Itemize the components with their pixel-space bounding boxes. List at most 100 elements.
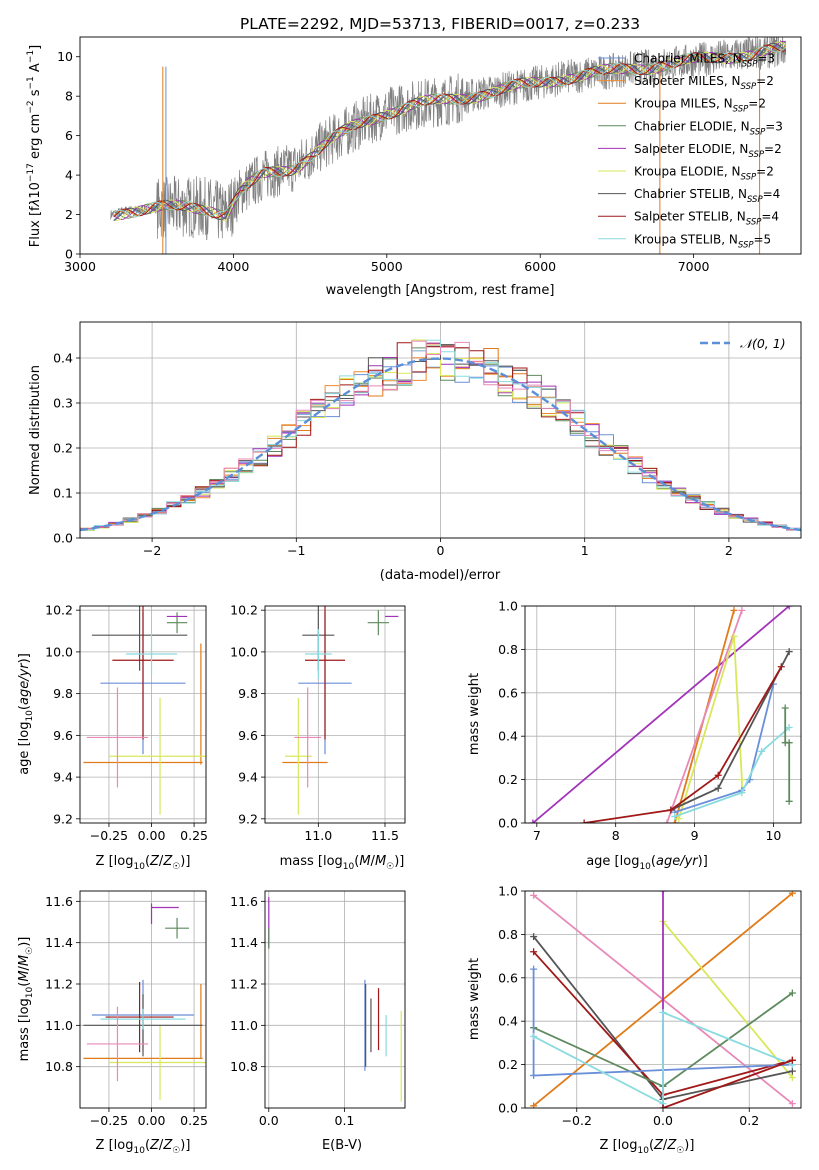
tick-label-x: 0.00 xyxy=(138,828,166,843)
weight-age-xlabel: age [log10(age/yr)] xyxy=(586,854,708,872)
tick-label-y: 0.2 xyxy=(498,772,518,787)
tick-label-y: 11.4 xyxy=(45,935,73,950)
mass-ebv-xlabel: E(B-V) xyxy=(322,1138,362,1153)
tick-label-y: 9.4 xyxy=(238,770,258,785)
residual-ylabel: Normed distribution xyxy=(28,365,43,495)
tick-label-x: −1 xyxy=(287,543,305,558)
tick-label-y: 0.0 xyxy=(498,816,518,831)
tick-label-y: 11.6 xyxy=(45,894,73,909)
tick-label-y: 0.1 xyxy=(53,486,73,501)
tick-label-y: 10.2 xyxy=(230,603,258,618)
weight-z-xlabel: Z [log10(Z/Z☉)] xyxy=(600,1138,695,1156)
model-spectrum-line xyxy=(113,41,786,222)
tick-label-y: 9.4 xyxy=(53,770,73,785)
tick-label-y: 0.4 xyxy=(498,1014,518,1029)
mass-z-xlabel: Z [log10(Z/Z☉)] xyxy=(96,1138,191,1156)
tick-label-y: 0 xyxy=(65,247,73,262)
tick-label-y: 11.0 xyxy=(45,1018,73,1033)
age-z-ylabel: age [log10(age/yr)] xyxy=(17,653,35,775)
tick-label-y: 0.8 xyxy=(498,927,518,942)
point-marker xyxy=(738,606,746,614)
point-marker xyxy=(663,819,671,823)
tick-label-y: 9.6 xyxy=(53,728,73,743)
point-marker xyxy=(671,819,679,823)
axes-frame xyxy=(79,321,802,539)
point-marker xyxy=(788,891,796,897)
legend-label: 𝒩(0, 1) xyxy=(740,336,786,351)
legend-label: Chabrier STELIB, NSSP=4 xyxy=(634,187,780,205)
point-marker xyxy=(788,1074,796,1082)
point-marker xyxy=(758,747,766,755)
mass-weight-line xyxy=(662,920,794,1079)
axes-frame xyxy=(264,605,406,824)
point-marker xyxy=(714,771,722,779)
weight-z-ylabel: mass weight xyxy=(467,958,482,1040)
tick-label-x: 3000 xyxy=(64,259,96,274)
point-marker xyxy=(675,815,683,823)
tick-label-y: 11.0 xyxy=(230,1018,258,1033)
point-marker xyxy=(788,1056,796,1064)
residual-xlabel: (data-model)/error xyxy=(380,568,501,583)
tick-label-y: 0.3 xyxy=(53,396,73,411)
point-marker xyxy=(530,891,538,899)
spectrum-legend: Chabrier MILES, NSSP=3 Salpeter MILES, NS… xyxy=(598,52,783,250)
point-marker xyxy=(659,1009,667,1017)
tick-label-y: 9.2 xyxy=(53,811,73,826)
model-spectrum-line xyxy=(113,42,786,221)
point-marker xyxy=(659,1104,667,1108)
tick-label-y: 8 xyxy=(65,89,73,104)
figure-title: PLATE=2292, MJD=53713, FIBERID=0017, z=0… xyxy=(240,15,640,33)
legend-label: Kroupa STELIB, NSSP=5 xyxy=(634,232,771,250)
point-marker xyxy=(671,812,679,820)
normal-pdf-curve xyxy=(80,357,801,532)
tick-label-y: 9.2 xyxy=(238,811,258,826)
tick-label-x: 9 xyxy=(691,828,699,843)
tick-label-x: 7 xyxy=(533,828,541,843)
point-marker xyxy=(788,989,796,997)
tick-label-x: 7000 xyxy=(678,259,710,274)
mass-weight-line xyxy=(674,726,790,818)
tick-label-x: 0 xyxy=(437,543,445,558)
tick-label-y: 11.6 xyxy=(230,894,258,909)
legend-label: Salpeter STELIB, NSSP=4 xyxy=(634,210,779,228)
point-marker xyxy=(530,1071,538,1079)
tick-label-x: −2 xyxy=(143,543,161,558)
mass-weight-vs-age-plot: 7 8 9 10 0.0 0.2 0.4 0.6 0.8 1.0 xyxy=(498,599,802,843)
legend-label: Kroupa ELODIE, NSSP=2 xyxy=(634,165,774,183)
axes-frame xyxy=(524,890,802,1109)
point-marker xyxy=(788,1100,796,1108)
point-marker xyxy=(785,606,793,610)
tick-label-y: 0.0 xyxy=(53,531,73,546)
point-marker xyxy=(781,704,789,712)
point-marker xyxy=(530,933,538,941)
point-marker xyxy=(730,606,738,614)
point-marker xyxy=(777,663,785,671)
tick-label-y: 0.6 xyxy=(498,970,518,985)
tick-label-x: 2 xyxy=(725,543,733,558)
spectrum-plot: 3000 4000 5000 6000 7000 0 2 4 6 8 10 xyxy=(57,36,802,274)
tick-label-x: −0.25 xyxy=(90,828,128,843)
tick-label-y: 0.4 xyxy=(498,729,518,744)
spectrum-ylabel: Flux [fλ10−17 erg cm−2 s−1 A−1] xyxy=(26,45,43,247)
tick-label-x: 11.5 xyxy=(371,828,399,843)
axes-frame xyxy=(264,890,406,1109)
point-marker xyxy=(738,789,746,797)
tick-label-y: 10.8 xyxy=(230,1059,258,1074)
tick-label-x: 4000 xyxy=(217,259,249,274)
tick-label-y: 0.0 xyxy=(498,1101,518,1116)
tick-label-x: −0.2 xyxy=(562,1113,592,1128)
tick-label-y: 9.6 xyxy=(238,728,258,743)
point-marker xyxy=(785,797,793,805)
tick-label-y: 0.6 xyxy=(498,685,518,700)
tick-label-x: 0.00 xyxy=(138,1113,166,1128)
point-marker xyxy=(580,819,588,823)
legend-label: Kroupa MILES, NSSP=2 xyxy=(634,97,766,115)
tick-label-x: 1 xyxy=(581,543,589,558)
legend-label: Salpeter ELODIE, NSSP=2 xyxy=(634,142,782,160)
mass-weight-line xyxy=(666,610,743,823)
point-marker xyxy=(785,724,793,732)
tick-label-x: 0.0 xyxy=(653,1113,673,1128)
point-marker xyxy=(530,948,538,956)
mass-weight-line xyxy=(532,606,790,823)
